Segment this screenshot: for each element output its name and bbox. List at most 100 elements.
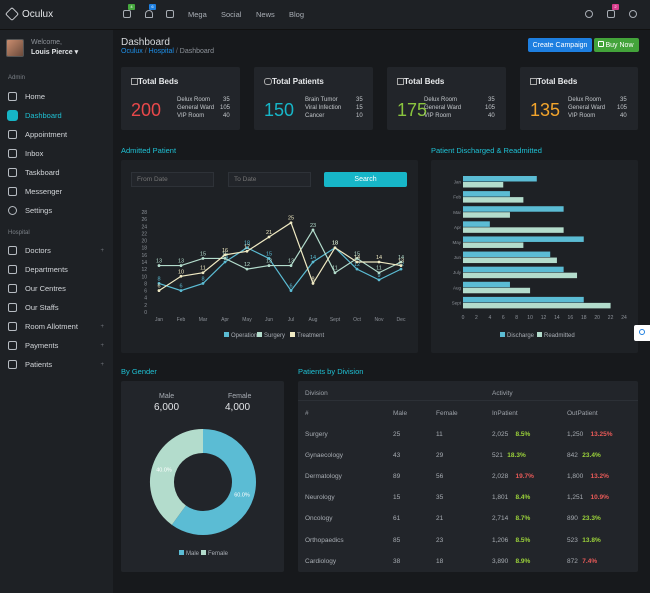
logo-icon[interactable]: [4, 6, 20, 22]
division-header: Division: [305, 390, 328, 397]
admin-section-label: Admin: [8, 75, 26, 81]
breadcrumb-hospital[interactable]: Hospital: [148, 48, 174, 55]
nav-link-blog[interactable]: Blog: [289, 10, 305, 19]
data-label: 14: [398, 255, 404, 261]
table-row[interactable]: [298, 489, 638, 508]
data-point: [223, 260, 227, 264]
sidebar-item-appointment[interactable]: Appointment: [0, 125, 113, 144]
power-icon[interactable]: [629, 10, 637, 18]
buy-now-button[interactable]: Buy Now: [594, 38, 639, 52]
male-cell: 43: [393, 452, 401, 460]
table-row[interactable]: [298, 426, 638, 445]
bar-discharge: [463, 281, 510, 288]
data-point: [399, 264, 403, 267]
sidebar-item-patients[interactable]: Patients +: [0, 355, 113, 374]
stat-row-value: 105: [617, 105, 628, 111]
search-button[interactable]: Search: [324, 172, 407, 187]
table-row[interactable]: [298, 468, 638, 487]
inpatient-change: 18.3%: [507, 452, 526, 460]
bar-readmitted: [463, 242, 524, 248]
male-value: 6,000: [154, 402, 180, 413]
sidebar-item-our-staffs[interactable]: Our Staffs: [0, 298, 113, 317]
data-label: 14: [376, 255, 382, 261]
inpatient-cell: 2,025: [492, 431, 509, 438]
bar-readmitted: [463, 257, 557, 264]
user-name-dropdown[interactable]: Louis Pierce ▾: [31, 49, 79, 56]
sidebar-item-payments[interactable]: Payments +: [0, 336, 113, 355]
header-divider: [298, 400, 638, 401]
breadcrumb-separator: /: [144, 48, 149, 55]
chat-bubble-icon: [8, 187, 17, 196]
sidebar-item-dashboard[interactable]: Dashboard: [0, 106, 113, 125]
data-point: [377, 271, 381, 275]
mail-icon[interactable]: [123, 10, 131, 18]
division-name-cell: Oncology: [305, 515, 333, 523]
data-point: [157, 264, 161, 267]
data-label: 21: [266, 230, 272, 236]
sidebar-item-departments[interactable]: Departments: [0, 260, 113, 279]
from-date-input[interactable]: [131, 172, 214, 187]
bar-readmitted: [463, 197, 524, 203]
to-date-input[interactable]: [228, 172, 311, 187]
male-cell: 25: [393, 431, 401, 438]
sidebar-item-settings[interactable]: Settings: [0, 201, 113, 220]
data-label: 18: [332, 241, 338, 247]
mail-badge: 4: [128, 4, 135, 10]
data-label: 18: [332, 241, 338, 247]
x-tick-label: Sept: [330, 317, 341, 323]
data-label: 9: [377, 273, 380, 279]
inpatient-cell: 521: [492, 452, 503, 460]
data-point: [333, 246, 337, 250]
search-icon[interactable]: [585, 10, 593, 18]
sidebar-item-taskboard[interactable]: Taskboard: [0, 163, 113, 182]
bell-icon[interactable]: [145, 10, 153, 18]
legend-label: Readmitted: [544, 333, 575, 339]
outpatient-cell: 1,251: [567, 494, 584, 502]
bell-badge: 6: [149, 4, 156, 10]
sidebar-item-home[interactable]: Home: [0, 87, 113, 106]
gender-title: By Gender: [121, 367, 157, 376]
data-point: [245, 249, 249, 253]
settings-toggle-button[interactable]: [634, 325, 650, 341]
female-header: Female: [436, 410, 458, 417]
avatar[interactable]: [6, 39, 24, 57]
sidebar-item-messenger[interactable]: Messenger: [0, 182, 113, 201]
stat-value: 200: [131, 100, 162, 120]
x-tick-label: Feb: [177, 317, 186, 323]
stat-row-label: General Ward: [424, 105, 462, 111]
breadcrumb-separator: /: [175, 48, 180, 55]
breadcrumb-oculux[interactable]: Oculux: [121, 48, 143, 55]
sidebar-item-our-centres[interactable]: Our Centres: [0, 279, 113, 298]
data-point: [311, 260, 315, 264]
nav-link-mega[interactable]: Mega: [188, 10, 207, 19]
female-cell: 21: [436, 515, 444, 523]
y-tick-label: Mar: [453, 210, 461, 215]
sidebar-item-label: Home: [25, 92, 46, 101]
data-label: 13: [156, 259, 162, 265]
outpatient-change: 23.3%: [582, 515, 601, 523]
division-name-cell: Dermatology: [305, 473, 342, 481]
data-label: 8: [311, 276, 314, 282]
flag-icon[interactable]: [166, 10, 174, 18]
data-label: 8: [157, 276, 160, 282]
data-label: 11: [376, 266, 382, 272]
y-tick-label: 22: [141, 231, 147, 237]
nav-link-social[interactable]: Social: [221, 10, 242, 19]
inpatient-cell: 3,890: [492, 557, 509, 565]
data-point: [355, 267, 359, 271]
data-point: [399, 260, 403, 264]
sidebar-item-inbox[interactable]: Inbox: [0, 144, 113, 163]
sidebar-item-label: Messenger: [25, 187, 63, 196]
y-tick-label: Apr: [454, 225, 462, 230]
inpatient-cell: 1,801: [492, 494, 509, 502]
chat-icon[interactable]: [607, 10, 615, 18]
nav-link-news[interactable]: News: [256, 10, 275, 19]
sidebar-item-room-allotment[interactable]: Room Allotment +: [0, 317, 113, 336]
app-title[interactable]: Oculux: [22, 9, 54, 20]
data-point: [377, 260, 381, 264]
envelope-icon: [8, 149, 17, 158]
sidebar-item-label: Departments: [25, 265, 68, 274]
data-label: 13: [398, 259, 404, 265]
sidebar-item-doctors[interactable]: Doctors +: [0, 241, 113, 260]
create-campaign-button[interactable]: Create Campaign: [528, 38, 592, 52]
